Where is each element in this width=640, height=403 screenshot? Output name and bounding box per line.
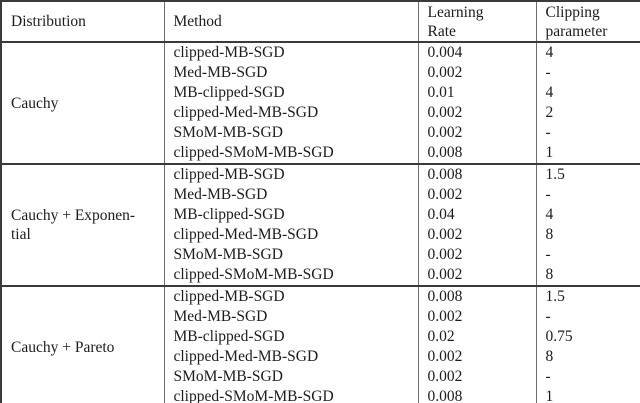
learning-rate-cell: 0.002	[417, 185, 536, 205]
table-row: SMoM-MB-SGD 0.002 -	[1, 367, 640, 387]
method-cell: clipped-Med-MB-SGD	[163, 347, 418, 367]
header-distribution: Distribution	[1, 1, 164, 43]
learning-rate-cell: 0.002	[417, 225, 536, 245]
learning-rate-cell: 0.002	[417, 63, 536, 83]
header-learning-rate: Learning Rate	[417, 1, 536, 43]
learning-rate-cell: 0.004	[417, 41, 536, 63]
clipping-cell: 1	[535, 143, 640, 164]
learning-rate-cell: 0.01	[417, 83, 536, 103]
clipping-cell: -	[535, 185, 640, 205]
learning-rate-cell: 0.04	[417, 205, 536, 225]
clipping-cell: -	[535, 123, 640, 143]
clipping-cell: 4	[535, 205, 640, 225]
clipping-cell: 2	[535, 103, 640, 123]
clipping-cell: -	[535, 307, 640, 327]
method-cell: clipped-SMoM-MB-SGD	[163, 143, 418, 164]
table-row: Med-MB-SGD 0.002 -	[1, 185, 640, 205]
method-cell: clipped-MB-SGD	[163, 285, 418, 307]
clipping-cell: 8	[535, 225, 640, 245]
table-row: SMoM-MB-SGD 0.002 -	[1, 245, 640, 265]
learning-rate-cell: 0.008	[417, 143, 536, 164]
table-row: clipped-SMoM-MB-SGD 0.008 1	[1, 143, 640, 164]
method-cell: Med-MB-SGD	[163, 63, 418, 83]
method-cell: Med-MB-SGD	[163, 307, 418, 327]
clipping-cell: 0.75	[535, 327, 640, 347]
table-row: Med-MB-SGD 0.002 -	[1, 63, 640, 83]
table-row: Cauchy clipped-MB-SGD 0.004 4	[1, 41, 640, 164]
distribution-cell: Cauchy	[1, 41, 164, 164]
distribution-cell: Cauchy + Exponen- tial	[1, 163, 164, 286]
method-cell: clipped-Med-MB-SGD	[163, 225, 418, 245]
clipping-cell: 4	[535, 41, 640, 63]
clipping-cell: -	[535, 245, 640, 265]
method-cell: MB-clipped-SGD	[163, 327, 418, 347]
clipping-cell: 1	[535, 387, 640, 403]
header-clipping-parameter: Clipping parameter	[535, 1, 640, 43]
method-cell: clipped-SMoM-MB-SGD	[163, 387, 418, 403]
method-cell: SMoM-MB-SGD	[163, 123, 418, 143]
learning-rate-cell: 0.008	[417, 163, 536, 185]
table-row: clipped-Med-MB-SGD 0.002 2	[1, 103, 640, 123]
table-row: Cauchy + Exponen- tial clipped-MB-SGD 0.…	[1, 163, 640, 286]
table-row: clipped-SMoM-MB-SGD 0.002 8	[1, 265, 640, 286]
learning-rate-cell: 0.002	[417, 245, 536, 265]
learning-rate-cell: 0.002	[417, 123, 536, 143]
learning-rate-cell: 0.002	[417, 103, 536, 123]
clipping-cell: -	[535, 367, 640, 387]
learning-rate-cell: 0.008	[417, 387, 536, 403]
method-cell: clipped-Med-MB-SGD	[163, 103, 418, 123]
table-row: SMoM-MB-SGD 0.002 -	[1, 123, 640, 143]
table-row: MB-clipped-SGD 0.04 4	[1, 205, 640, 225]
method-cell: SMoM-MB-SGD	[163, 245, 418, 265]
learning-rate-cell: 0.002	[417, 347, 536, 367]
method-cell: clipped-SMoM-MB-SGD	[163, 265, 418, 286]
method-cell: MB-clipped-SGD	[163, 83, 418, 103]
method-cell: MB-clipped-SGD	[163, 205, 418, 225]
header-method: Method	[163, 1, 418, 43]
clipping-cell: 8	[535, 347, 640, 367]
table-row: clipped-SMoM-MB-SGD 0.008 1	[1, 387, 640, 403]
clipping-cell: 1.5	[535, 285, 640, 307]
table-row: clipped-Med-MB-SGD 0.002 8	[1, 225, 640, 245]
method-cell: clipped-MB-SGD	[163, 163, 418, 185]
distribution-cell: Cauchy + Pareto	[1, 285, 164, 403]
learning-rate-cell: 0.002	[417, 307, 536, 327]
table-row: clipped-Med-MB-SGD 0.002 8	[1, 347, 640, 367]
table-row: MB-clipped-SGD 0.02 0.75	[1, 327, 640, 347]
clipping-cell: 8	[535, 265, 640, 286]
method-cell: Med-MB-SGD	[163, 185, 418, 205]
table-row: Med-MB-SGD 0.002 -	[1, 307, 640, 327]
method-cell: SMoM-MB-SGD	[163, 367, 418, 387]
header-row: Distribution Method Learning Rate Clippi…	[1, 1, 640, 43]
table-row: Cauchy + Pareto clipped-MB-SGD 0.008 1.5	[1, 285, 640, 403]
learning-rate-cell: 0.002	[417, 367, 536, 387]
learning-rate-cell: 0.02	[417, 327, 536, 347]
clipping-cell: 1.5	[535, 163, 640, 185]
learning-rate-cell: 0.002	[417, 265, 536, 286]
table-row: MB-clipped-SGD 0.01 4	[1, 83, 640, 103]
learning-rate-cell: 0.008	[417, 285, 536, 307]
method-cell: clipped-MB-SGD	[163, 41, 418, 63]
clipping-cell: -	[535, 63, 640, 83]
clipping-cell: 4	[535, 83, 640, 103]
